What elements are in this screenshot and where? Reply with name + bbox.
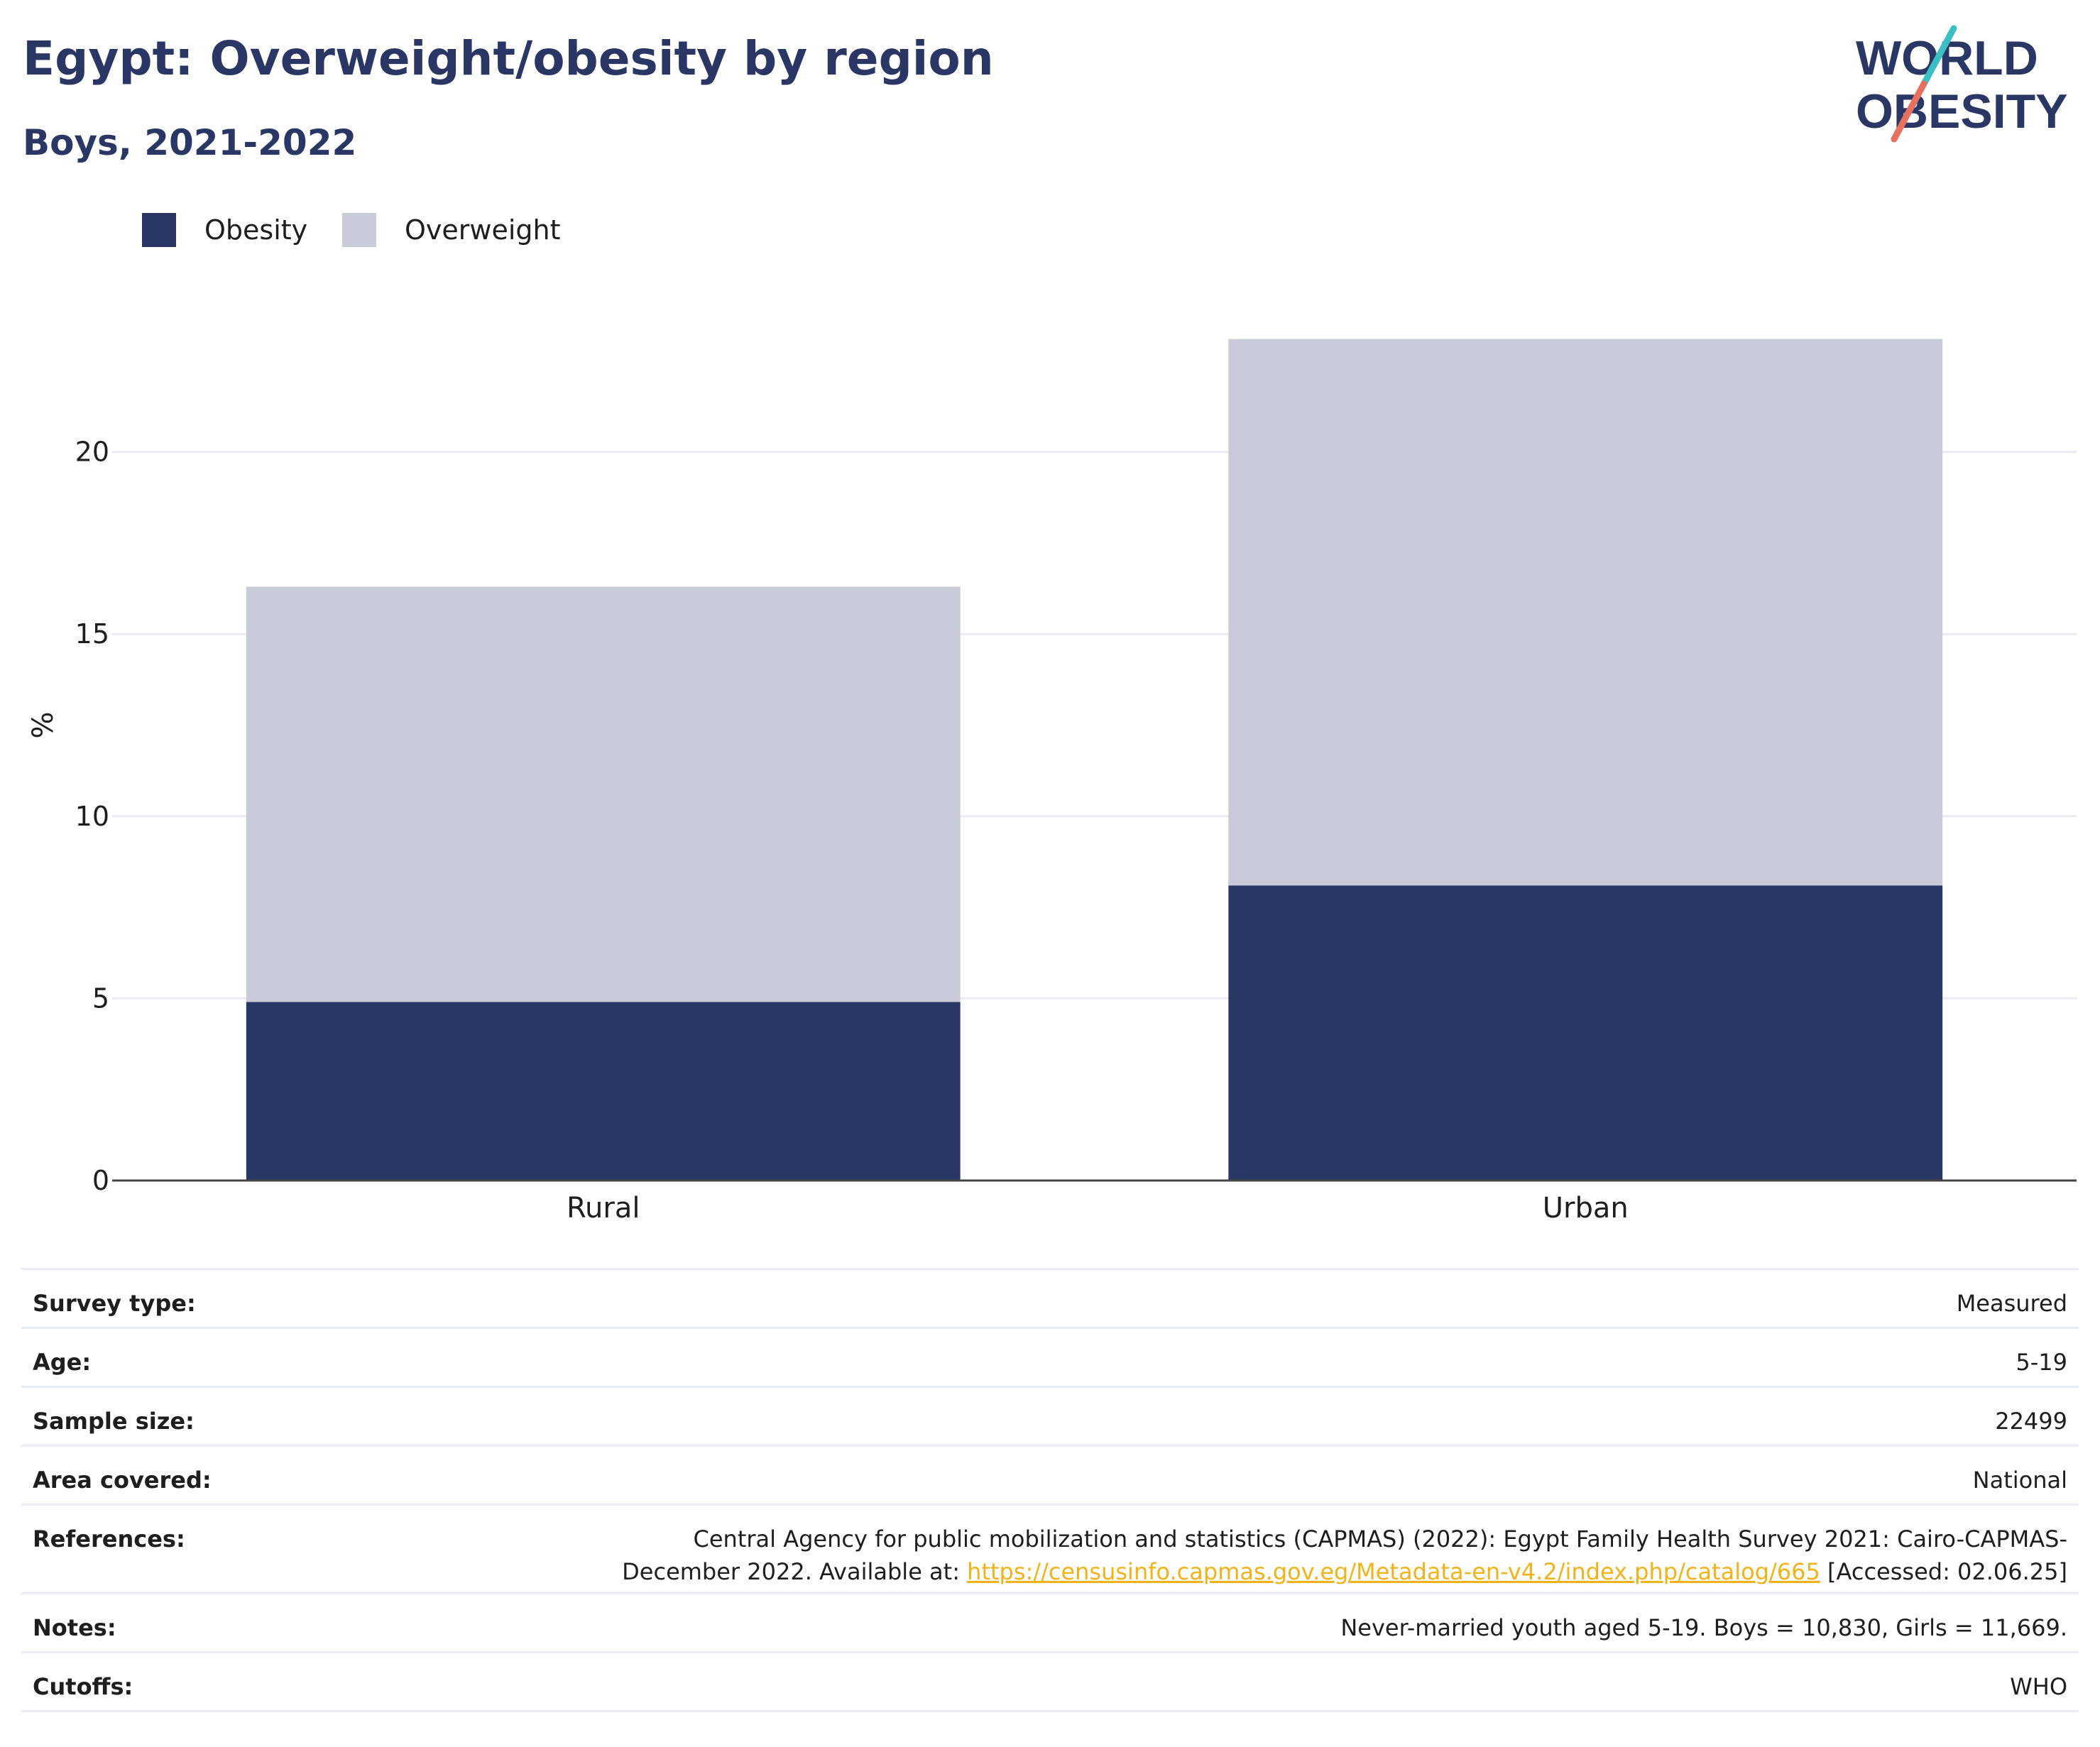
- legend-swatch-overweight: [342, 213, 376, 247]
- meta-label: Survey type:: [33, 1290, 196, 1317]
- meta-row-sample-size: Sample size: 22499: [21, 1386, 2079, 1445]
- logo-word-obesity: OBESITY: [1856, 84, 2068, 138]
- references-accessed: [Accessed: 02.06.25]: [1820, 1558, 2067, 1585]
- y-tick-label: 5: [92, 982, 109, 1014]
- y-tick-label: 0: [92, 1165, 109, 1196]
- legend-swatch-obesity: [142, 213, 176, 247]
- meta-row-survey-type: Survey type: Measured: [21, 1268, 2079, 1327]
- world-obesity-logo: WORLD OBESITY: [1856, 25, 2068, 143]
- bar-overweight-urban: [1228, 339, 1943, 886]
- x-tick-label: Rural: [567, 1192, 640, 1221]
- logo-slash-top: [1920, 25, 1957, 87]
- stacked-bar-chart: 0 5 10 15 20% Rural Urban: [27, 339, 2077, 1221]
- meta-row-references: References: Central Agency for public mo…: [21, 1504, 2079, 1592]
- meta-value: 5-19: [2016, 1349, 2067, 1376]
- references-link[interactable]: https://censusinfo.capmas.gov.eg/Metadat…: [967, 1558, 1820, 1585]
- bar-obesity-urban: [1228, 885, 1943, 1181]
- y-axis-title: %: [27, 711, 60, 738]
- meta-value: Never-married youth aged 5-19. Boys = 10…: [1340, 1614, 2067, 1641]
- meta-value: WHO: [2010, 1673, 2067, 1700]
- references-text: Central Agency for public mobilization a…: [622, 1526, 2067, 1585]
- meta-value: Measured: [1956, 1290, 2067, 1317]
- meta-row-notes: Notes: Never-married youth aged 5-19. Bo…: [21, 1592, 2079, 1651]
- meta-row-area-covered: Area covered: National: [21, 1445, 2079, 1504]
- y-tick-label: 20: [75, 437, 109, 468]
- meta-value: 22499: [1995, 1408, 2067, 1435]
- meta-row-age: Age: 5-19: [21, 1327, 2079, 1386]
- meta-label: Sample size:: [33, 1408, 195, 1435]
- legend-label-overweight: Overweight: [405, 214, 561, 246]
- survey-metadata-table: Survey type: Measured Age: 5-19 Sample s…: [21, 1268, 2079, 1712]
- y-tick-label: 10: [75, 801, 109, 832]
- references-value: Central Agency for public mobilization a…: [576, 1523, 2067, 1588]
- axes: 0 5 10 15 20% Rural Urban: [27, 437, 2077, 1221]
- meta-label: Age:: [33, 1349, 92, 1376]
- bar-overweight-rural: [246, 586, 961, 1002]
- chart-title: Egypt: Overweight/obesity by region: [23, 31, 994, 86]
- meta-row-cutoffs: Cutoffs: WHO: [21, 1651, 2079, 1712]
- meta-label: Notes:: [33, 1614, 116, 1641]
- meta-label: Area covered:: [33, 1467, 212, 1494]
- logo-slash-bottom: [1891, 80, 1927, 143]
- meta-value: National: [1972, 1467, 2067, 1494]
- meta-label: References:: [33, 1526, 185, 1552]
- bars: [246, 339, 1943, 1181]
- meta-label: Cutoffs:: [33, 1673, 133, 1700]
- bar-obesity-rural: [246, 1002, 961, 1181]
- legend-label-obesity: Obesity: [204, 214, 308, 246]
- x-tick-label: Urban: [1543, 1192, 1629, 1221]
- y-tick-label: 15: [75, 618, 109, 650]
- chart-subtitle: Boys, 2021-2022: [23, 122, 357, 163]
